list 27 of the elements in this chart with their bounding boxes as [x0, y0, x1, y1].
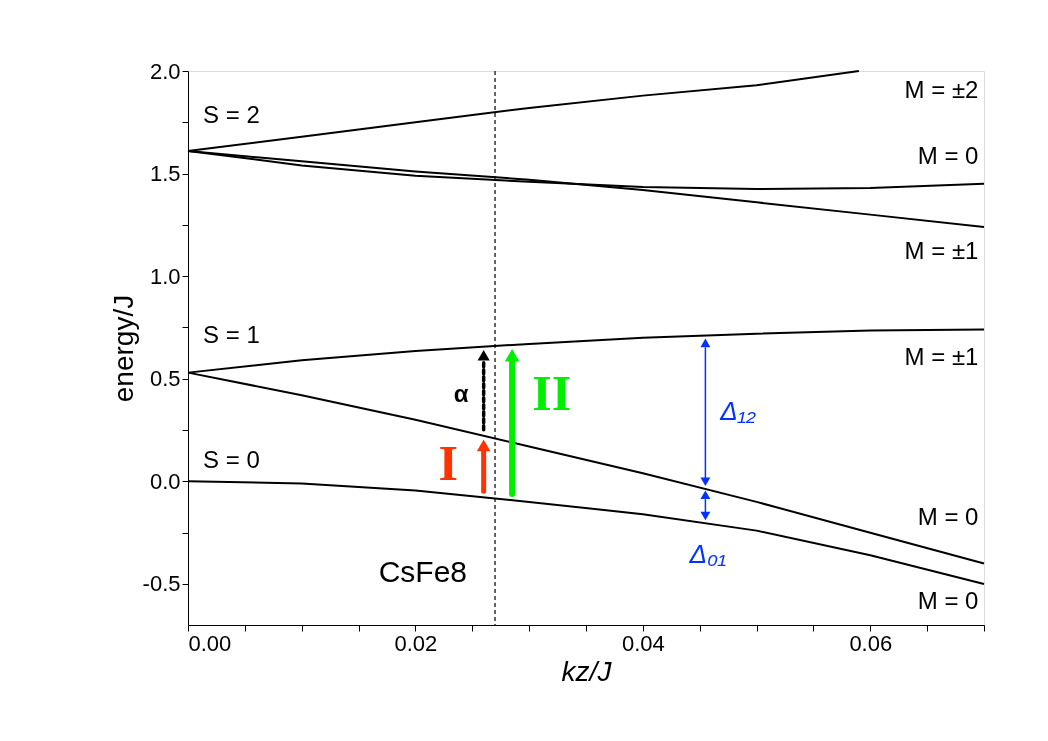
x-tick-label: 0.04 [621, 630, 665, 656]
annotation: M = ±1 [904, 236, 979, 264]
y-tick-label: -0.5 [142, 571, 181, 597]
annotation: M = ±1 [904, 343, 979, 371]
annotation: Δ₁₂ [719, 395, 756, 426]
annotation: M = ±2 [904, 76, 979, 104]
y-tick-label: 2.0 [149, 58, 181, 84]
annotation: Δ₀₁ [688, 539, 727, 570]
annotation: M = 0 [917, 503, 979, 531]
y-tick-label: 0.5 [149, 366, 181, 392]
x-tick-label: 0.00 [188, 630, 232, 656]
annotation: I [438, 434, 459, 491]
x-tick-label: 0.02 [394, 630, 438, 656]
annotation: M = 0 [917, 587, 979, 615]
annotation: S = 1 [203, 320, 260, 348]
y-tick-label: 0.0 [149, 468, 181, 494]
annotation: M = 0 [917, 142, 979, 170]
x-axis-title: kz/J [561, 655, 613, 687]
x-tick-label: 0.06 [849, 630, 893, 656]
y-tick-label: 1.5 [149, 161, 181, 187]
annotation: S = 0 [203, 445, 260, 473]
y-axis-title: energy/J [107, 294, 139, 403]
annotation: α [453, 380, 469, 408]
annotation: S = 2 [203, 101, 260, 129]
ref-line-label: CsFe8 [378, 555, 468, 588]
annotation: II [532, 365, 572, 422]
y-tick-label: 1.0 [149, 263, 181, 289]
